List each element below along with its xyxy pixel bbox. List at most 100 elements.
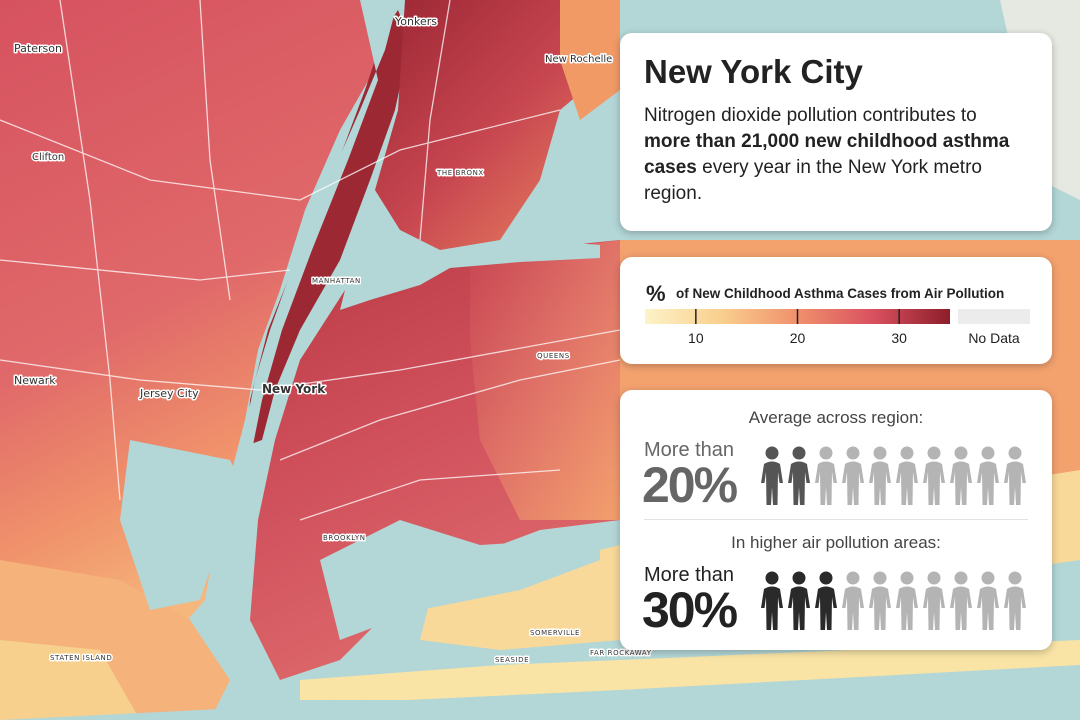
child-figure xyxy=(869,446,891,505)
figure-body xyxy=(815,586,837,630)
legend-scale: 10 20 30 xyxy=(645,309,1030,346)
place-label: Yonkers xyxy=(394,15,437,28)
roads xyxy=(0,0,621,521)
figure-head xyxy=(900,571,914,585)
figure-head xyxy=(765,571,779,585)
child-figure xyxy=(788,571,810,630)
figure-head xyxy=(792,446,806,460)
child-figure xyxy=(1004,571,1026,630)
figure-row xyxy=(761,571,1026,630)
child-figure xyxy=(896,446,918,505)
legend-tick-label: 20 xyxy=(790,330,806,346)
land-westchester xyxy=(560,0,620,120)
figure-head xyxy=(981,571,995,585)
figure-head xyxy=(765,446,779,460)
figure-head xyxy=(1008,446,1022,460)
land-rockaway xyxy=(300,640,1080,700)
child-figure xyxy=(815,571,837,630)
legend-tick-label: 10 xyxy=(688,330,704,346)
figure-body xyxy=(869,461,891,505)
stat-value: 30% xyxy=(642,582,738,638)
land-queens xyxy=(470,240,620,520)
figure-head xyxy=(900,446,914,460)
child-figure xyxy=(977,446,999,505)
place-label: THE BRONX xyxy=(436,169,484,177)
place-label: FAR ROCKAWAY xyxy=(590,649,652,657)
place-label: New York xyxy=(262,382,326,396)
figure-head xyxy=(819,571,833,585)
description: Nitrogen dioxide pollution contributes t… xyxy=(644,103,1028,207)
figure-head xyxy=(954,446,968,460)
figure-body xyxy=(842,461,864,505)
figure-head xyxy=(873,571,887,585)
child-figure xyxy=(815,446,837,505)
newark-bay xyxy=(120,440,240,610)
figure-body xyxy=(788,586,810,630)
place-label: SOMERVILLE xyxy=(530,629,580,637)
figure-body xyxy=(815,461,837,505)
land-sw xyxy=(0,640,140,720)
place-label: QUEENS xyxy=(537,352,570,360)
figure-body xyxy=(950,586,972,630)
place-label: New Rochelle xyxy=(545,54,612,65)
description-highlight: more than 21,000 new childhood asthma ca… xyxy=(644,131,1010,178)
figure-head xyxy=(954,571,968,585)
place-label: Jersey City xyxy=(139,387,199,400)
figure-body xyxy=(869,586,891,630)
legend-symbol: % xyxy=(646,281,666,306)
info-card: New York City Nitrogen dioxide pollution… xyxy=(620,33,1052,231)
land-manhattan xyxy=(248,10,410,445)
place-label: MANHATTAN xyxy=(312,277,361,285)
place-label: BROOKLYN xyxy=(323,534,366,542)
stat-heading: Average across region: xyxy=(748,408,924,427)
figure-body xyxy=(842,586,864,630)
legend-tick-label: 30 xyxy=(891,330,907,346)
figure-head xyxy=(981,446,995,460)
figure-head xyxy=(846,571,860,585)
child-figure xyxy=(788,446,810,505)
legend-title: of New Childhood Asthma Cases from Air P… xyxy=(676,286,1005,301)
figure-body xyxy=(1004,586,1026,630)
child-figure xyxy=(869,571,891,630)
figure-head xyxy=(846,446,860,460)
figure-body xyxy=(896,461,918,505)
east-river xyxy=(340,230,600,310)
jamaica-bay xyxy=(320,520,600,640)
child-figure xyxy=(842,571,864,630)
legend-card: % of New Childhood Asthma Cases from Air… xyxy=(620,257,1052,364)
no-data-swatch xyxy=(958,309,1030,324)
child-figure xyxy=(842,446,864,505)
no-data-label: No Data xyxy=(968,330,1020,346)
child-figure xyxy=(950,446,972,505)
place-label: Clifton xyxy=(32,152,64,163)
figure-body xyxy=(923,586,945,630)
place-label: Newark xyxy=(14,374,56,387)
stat-heading: In higher air pollution areas: xyxy=(731,533,941,552)
place-label: SEASIDE xyxy=(495,656,529,664)
figure-body xyxy=(977,586,999,630)
child-figure xyxy=(761,571,783,630)
figure-body xyxy=(896,586,918,630)
stat-prefix: More than xyxy=(644,439,735,461)
figure-head xyxy=(792,571,806,585)
child-figure xyxy=(896,571,918,630)
figure-body xyxy=(923,461,945,505)
figure-head xyxy=(819,446,833,460)
figure-body xyxy=(977,461,999,505)
figure-body xyxy=(761,586,783,630)
stats-card: Average across region: More than 20% In hig… xyxy=(620,390,1052,650)
place-label: STATEN ISLAND xyxy=(50,654,112,662)
title: New York City xyxy=(644,53,863,90)
child-figure xyxy=(923,446,945,505)
description-text: Nitrogen dioxide pollution contributes t… xyxy=(644,105,977,126)
figure-body xyxy=(761,461,783,505)
figure-head xyxy=(1008,571,1022,585)
ocean xyxy=(0,668,1080,720)
figure-head xyxy=(927,571,941,585)
divider xyxy=(644,519,1028,520)
hudson xyxy=(225,0,398,530)
description-text: every year in the New York metro region. xyxy=(644,157,982,204)
child-figure xyxy=(950,571,972,630)
child-figure xyxy=(761,446,783,505)
